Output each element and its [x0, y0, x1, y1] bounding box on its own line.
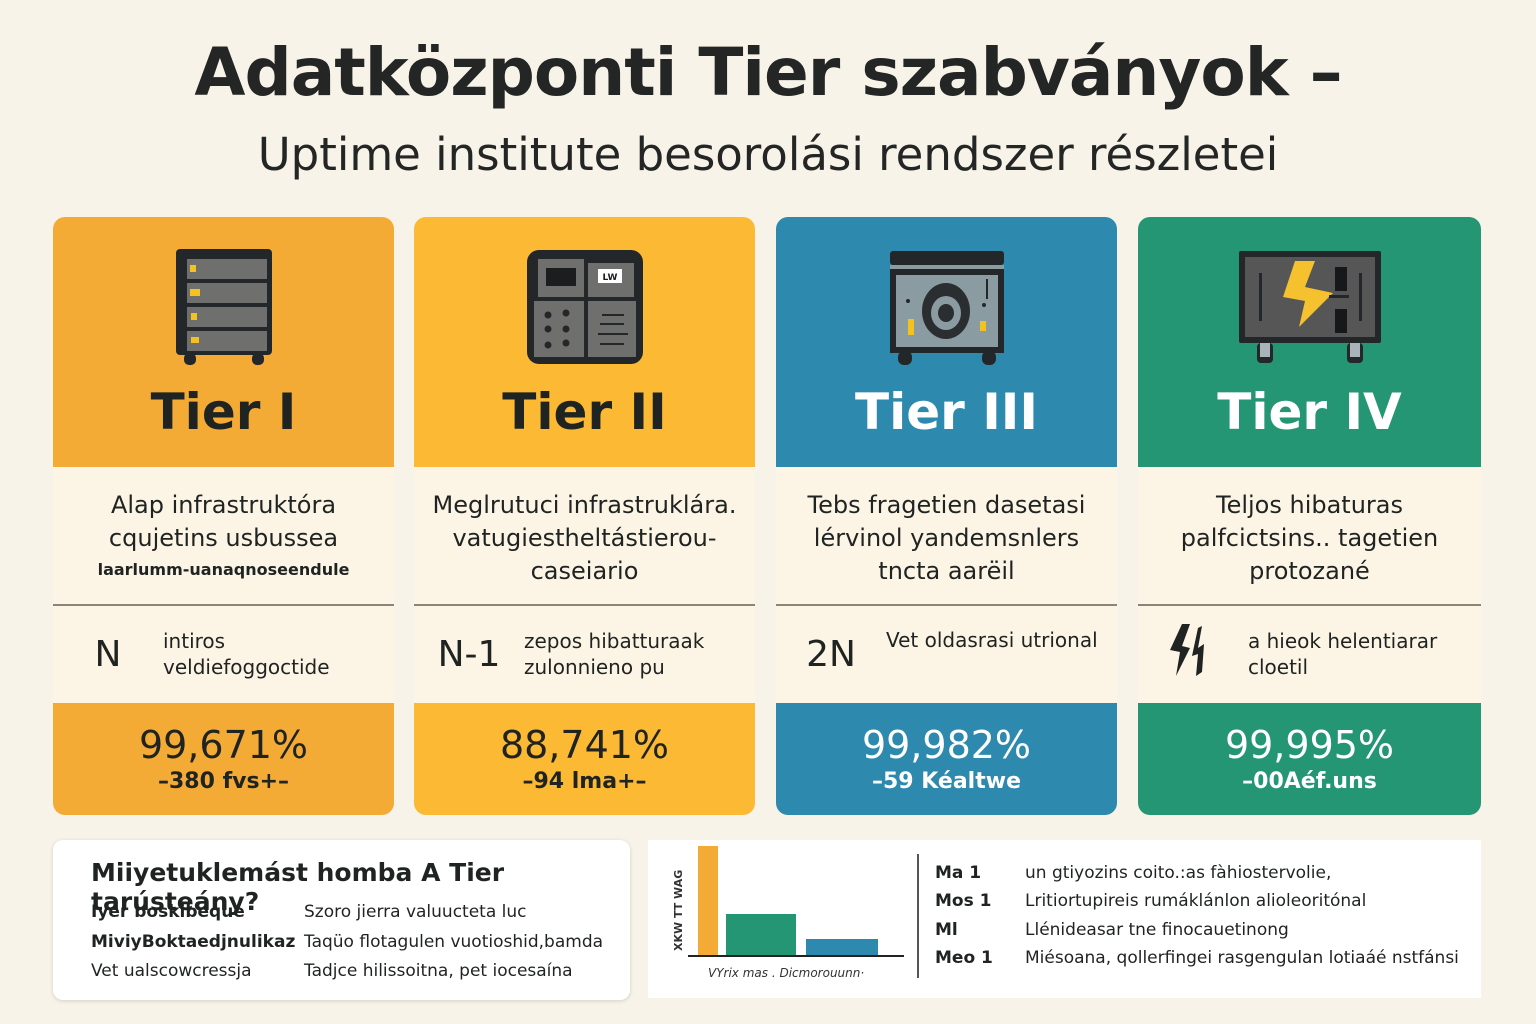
chart-x-label: VYrix mas . Dicmorouunn· — [708, 966, 865, 980]
downtime-value: –00Aéf.uns — [1242, 769, 1377, 794]
bar-tier-3 — [806, 939, 878, 956]
comparison-panel: XKW TT WAG VYrix mas . Dicmorouunn· Ma 1… — [648, 840, 1481, 998]
row-value: Szoro jierra valuucteta luc — [304, 902, 527, 922]
legend-key: Ml — [935, 920, 958, 940]
tier-card-3: Tier III Tebs fragetien dasetasi lérvino… — [776, 217, 1117, 815]
tier-card-header: Tier III — [776, 217, 1117, 467]
description-note: laarlumm-uanaqnoseendule — [97, 560, 350, 579]
legend-key: Ma 1 — [935, 863, 982, 883]
uptime-percent: 99,995% — [1224, 723, 1395, 767]
page-subtitle: Uptime institute besorolási rendszer rés… — [257, 128, 1279, 181]
redundancy-row: a hieok helentiarar cloetil — [1138, 606, 1481, 702]
tier-title: Tier I — [150, 383, 297, 441]
legend-key: Meo 1 — [935, 948, 993, 968]
uptime-percent: 99,982% — [861, 723, 1032, 767]
redundancy-code: N-1 — [437, 633, 501, 675]
tier-description: Alap infrastruktóra cqujetins usbussea l… — [67, 489, 380, 585]
description-line: cqujetins usbussea — [108, 524, 339, 552]
bar-tier-4 — [726, 914, 796, 956]
uptime-percent: 88,741% — [499, 723, 670, 767]
question-title: Miiyetuklemást homba A Tier tarústeány? — [91, 858, 505, 916]
row-key: Vet ualscowcressja — [91, 961, 252, 981]
tier-description: Teljos hibaturas palfcictsins.. tagetien… — [1152, 489, 1467, 588]
legend-value: Llénideasar tne finocauetinong — [1025, 920, 1289, 940]
divider — [414, 604, 755, 606]
tier-description: Meglrutuci infrastruklára. vatugiesthelt… — [428, 489, 741, 588]
redundancy-row: N intiros veldiefoggoctide — [53, 606, 394, 702]
description-line: caseiario — [530, 557, 639, 585]
legend-key: Mos 1 — [935, 891, 992, 911]
description-line: protozané — [1249, 557, 1370, 585]
chart-x-axis — [688, 955, 904, 957]
description-line: Alap infrastruktóra — [110, 491, 337, 519]
redundancy-row: 2N Vet oldasrasi utrional — [776, 606, 1117, 702]
availability-footer: 88,741% –94 lma+– — [414, 703, 755, 815]
uptime-percent: 99,671% — [138, 723, 309, 767]
row-value: Tadjce hilissoitna, pet iocesaína — [304, 961, 573, 981]
redundancy-text-line: zulonnieno pu — [524, 655, 665, 679]
availability-footer: 99,995% –00Aéf.uns — [1138, 703, 1481, 815]
availability-footer: 99,982% –59 Kéaltwe — [776, 703, 1117, 815]
redundancy-text-line: intiros veldiefoggoctide — [163, 629, 330, 679]
question-box: Miiyetuklemást homba A Tier tarústeány? … — [53, 840, 630, 1000]
tier-card-2: LW Tier II Meglrutuci infrastrukl — [414, 217, 755, 815]
redundancy-row: N-1 zepos hibatturaak zulonnieno pu — [414, 606, 755, 702]
tier-title: Tier II — [502, 383, 667, 441]
tier-title: Tier IV — [1217, 383, 1402, 441]
row-key: MiviyBoktaedjnulikaz — [91, 932, 296, 952]
description-line: Meglrutuci infrastruklára. — [432, 491, 737, 519]
tier-cards: Tier I Alap infrastruktóra cqujetins usb… — [53, 217, 1481, 815]
page-title: Adatközponti Tier szabványok – — [194, 34, 1342, 111]
description-line: lérvinol yandemsnlers — [813, 524, 1080, 552]
redundancy-text: intiros veldiefoggoctide — [163, 628, 394, 680]
server-rack-icon — [174, 247, 274, 371]
redundancy-text: zepos hibatturaak zulonnieno pu — [524, 628, 704, 680]
tier-card-1: Tier I Alap infrastruktóra cqujetins usb… — [53, 217, 394, 815]
chart-y-label: XKW TT WAG — [672, 869, 685, 951]
divider — [917, 854, 919, 978]
redundancy-code: 2N — [806, 633, 856, 675]
divider — [776, 604, 1117, 606]
row-key: Iyer boskibeque — [91, 902, 245, 922]
bar-tier-1 — [698, 846, 718, 956]
power-unit-lightning-icon — [1237, 249, 1383, 369]
tier-card-header: Tier I — [53, 217, 394, 467]
generator-icon — [888, 249, 1006, 371]
description-line: Tebs fragetien dasetasi — [807, 491, 1086, 519]
redundancy-text-line: zepos hibatturaak — [524, 629, 705, 653]
redundancy-text-line: cloetil — [1248, 655, 1309, 679]
redundancy-text-line: a hieok helentiarar — [1248, 629, 1438, 653]
tier-card-header: Tier IV — [1138, 217, 1481, 467]
description-line: vatugiestheltástierou- — [452, 524, 717, 552]
bar-chart: XKW TT WAG VYrix mas . Dicmorouunn· — [668, 846, 918, 988]
downtime-value: –59 Kéaltwe — [871, 769, 1021, 794]
tier-title: Tier III — [854, 383, 1039, 441]
legend-value: Miésoana, qollerfingei rasgengulan lotia… — [1025, 948, 1459, 968]
description-line: tncta aarëil — [878, 557, 1015, 585]
svg-text:LW: LW — [602, 273, 617, 283]
tier-description: Tebs fragetien dasetasi lérvinol yandems… — [790, 489, 1103, 588]
downtime-value: –380 fvs+– — [157, 769, 290, 794]
legend-value: un gtiyozins coito.:as fàhiostervolie, — [1025, 863, 1332, 883]
control-panel-icon: LW — [526, 249, 644, 369]
divider — [1138, 604, 1481, 606]
description-line: Teljos hibaturas — [1215, 491, 1404, 519]
tier-card-header: LW Tier II — [414, 217, 755, 467]
downtime-value: –94 lma+– — [522, 769, 647, 794]
redundancy-code: N — [94, 633, 122, 675]
redundancy-text: a hieok helentiarar cloetil — [1248, 628, 1437, 680]
double-lightning-icon — [1138, 622, 1248, 687]
tier-card-4: Tier IV Teljos hibaturas palfcictsins.. … — [1138, 217, 1481, 815]
legend-value: Lritiortupireis rumáklánlon alioleoritón… — [1025, 891, 1367, 911]
redundancy-text-line: Vet oldasrasi utrional — [886, 628, 1098, 652]
row-value: Taqüo flotagulen vuotioshid,bamda — [304, 932, 604, 952]
description-line: palfcictsins.. tagetien — [1180, 524, 1439, 552]
redundancy-text: Vet oldasrasi utrional — [886, 627, 1098, 653]
availability-footer: 99,671% –380 fvs+– — [53, 703, 394, 815]
divider — [53, 604, 394, 606]
